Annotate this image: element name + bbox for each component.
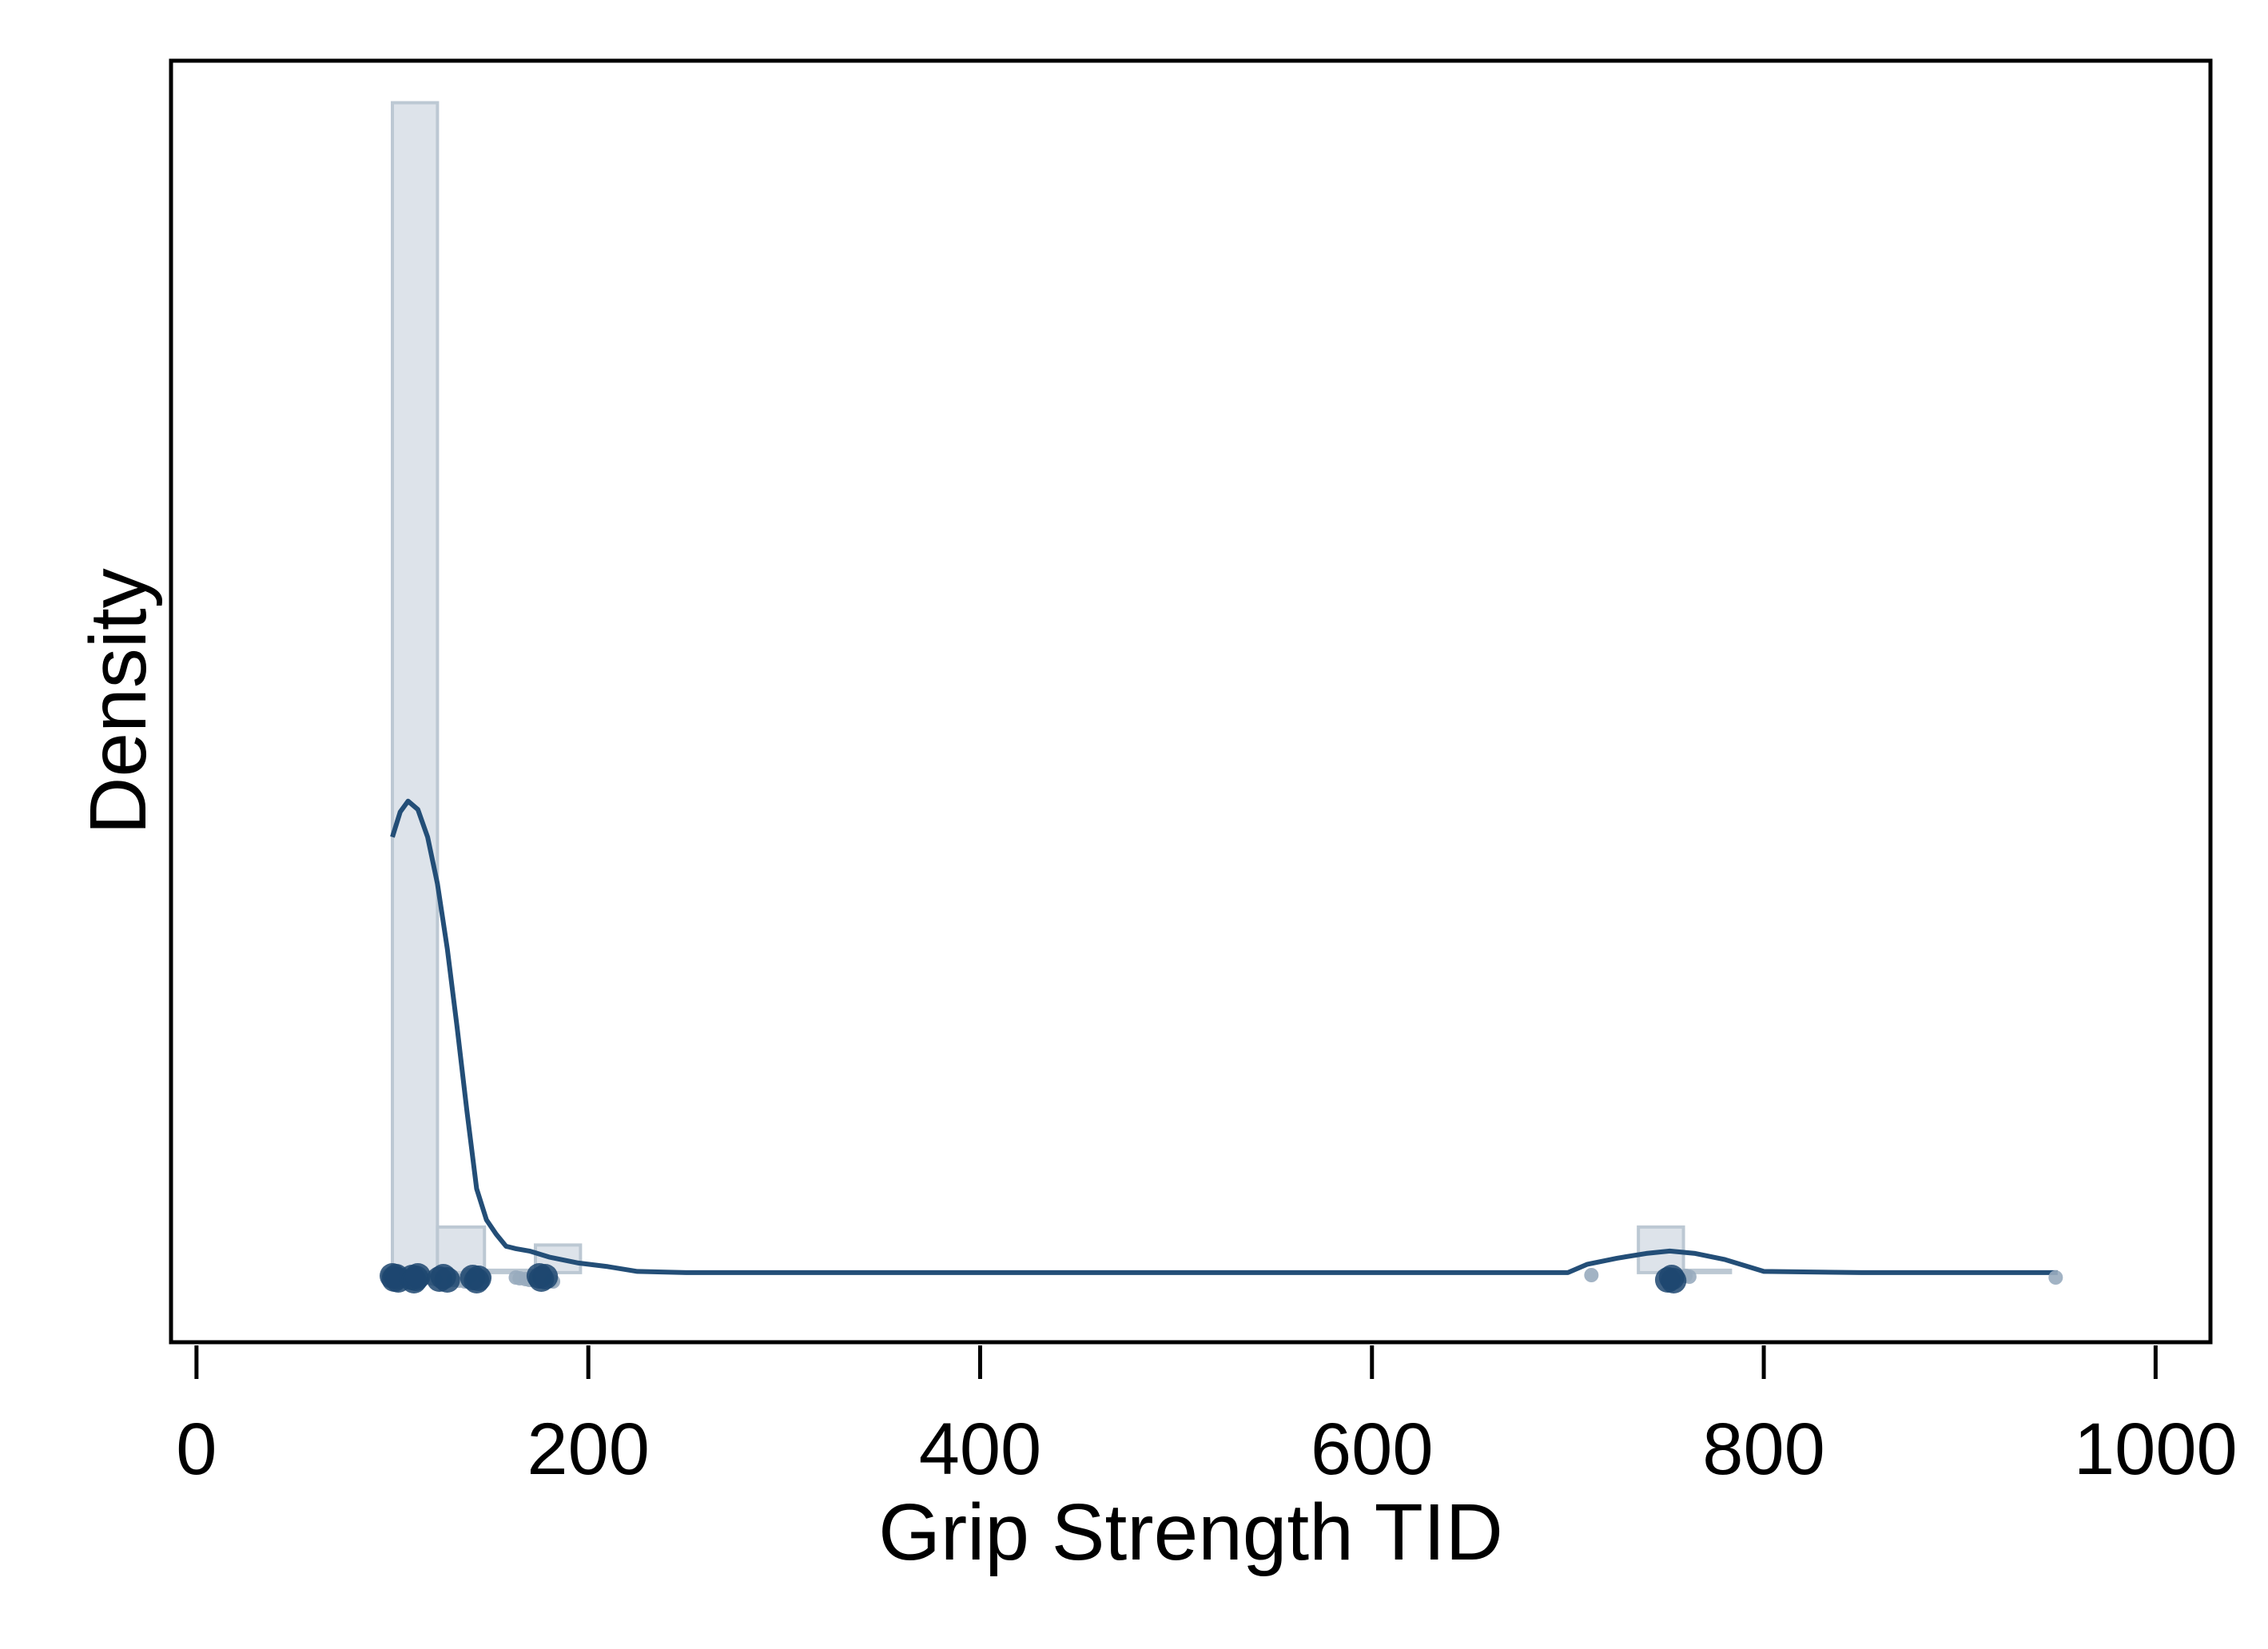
rug-point-dark bbox=[434, 1267, 460, 1293]
x-tick-label: 200 bbox=[527, 1409, 650, 1490]
rug-point-light bbox=[2048, 1270, 2063, 1285]
x-tick-label: 600 bbox=[1311, 1409, 1434, 1490]
rug-point-dark bbox=[1661, 1268, 1687, 1293]
histogram-bars bbox=[391, 101, 1733, 1274]
rug-point-dark bbox=[532, 1264, 559, 1289]
rug-point-dark bbox=[465, 1266, 491, 1291]
x-tick-label: 800 bbox=[1702, 1409, 1825, 1490]
histogram-bar bbox=[391, 101, 440, 1274]
x-tick-label: 1000 bbox=[2074, 1409, 2238, 1490]
rug-points bbox=[380, 1263, 2063, 1293]
x-tick-label: 400 bbox=[919, 1409, 1042, 1490]
kde-curve-layer bbox=[390, 798, 2058, 1275]
x-axis: 0 200 400 600 800 1000 bbox=[176, 1345, 2238, 1490]
rug-point-light bbox=[1584, 1268, 1599, 1282]
y-axis-title: Density bbox=[74, 568, 163, 834]
rug-point-dark bbox=[404, 1263, 431, 1289]
x-tick-label: 0 bbox=[176, 1409, 217, 1490]
plot-frame bbox=[169, 58, 2213, 1345]
kde-line bbox=[390, 798, 2058, 1275]
x-axis-title: Grip Strength TID bbox=[878, 1488, 1503, 1577]
